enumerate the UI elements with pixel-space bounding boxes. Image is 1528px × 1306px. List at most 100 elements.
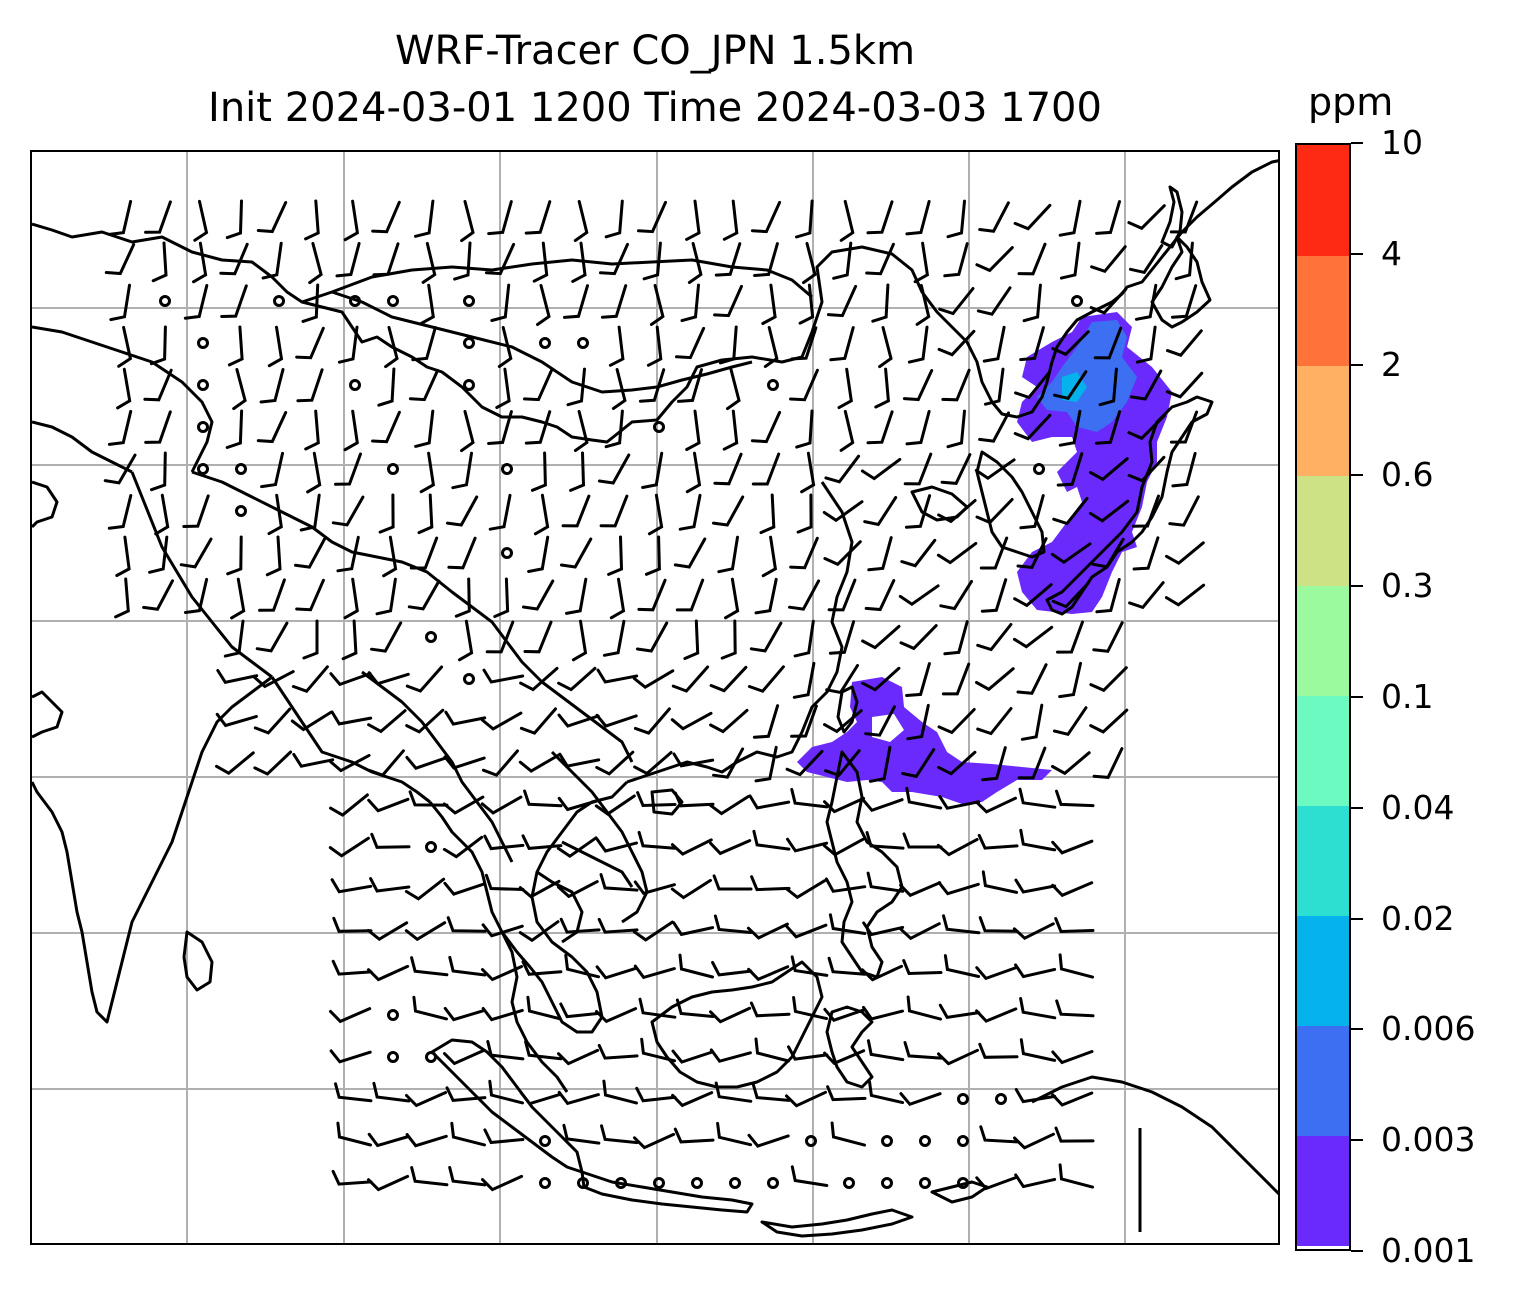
coastline-northern-land: [32, 159, 1278, 444]
wind-barb: [414, 199, 435, 238]
figure-title-line2: Init 2024-03-01 1200 Time 2024-03-03 170…: [208, 85, 1102, 131]
wind-barb: [419, 283, 435, 326]
wind-barb: [1051, 1091, 1094, 1107]
wind-barb: [220, 284, 248, 318]
wind-barb: [685, 451, 702, 494]
wind-barb: [1053, 370, 1088, 400]
wind-barb: [1022, 283, 1042, 323]
wind-barb: [367, 797, 410, 813]
wind-barb: [595, 1007, 638, 1024]
wind-barb: [443, 1006, 486, 1022]
wind-barb: [460, 410, 475, 453]
wind-barb: [785, 1090, 827, 1108]
wind-barb: [487, 200, 513, 236]
wind-barb: [943, 954, 981, 978]
wind-barb: [1058, 199, 1082, 237]
colorbar-tick: [1351, 474, 1363, 477]
border-india-pakistan: [130, 471, 273, 679]
wind-barb-calm: [995, 1093, 1007, 1105]
wind-barb: [1013, 583, 1053, 608]
wind-barb: [865, 831, 905, 850]
wind-barb: [367, 1132, 410, 1148]
wind-barb: [404, 921, 447, 942]
wind-barb: [747, 965, 790, 982]
wind-barb: [974, 458, 1016, 481]
wind-barb: [713, 452, 743, 486]
wind-barb: [983, 367, 1005, 406]
wind-barb: [649, 284, 665, 326]
wind-barb: [480, 711, 523, 731]
wind-barb: [597, 917, 639, 934]
wind-barb: [946, 409, 966, 449]
wind-barb-calm: [957, 1135, 969, 1147]
wind-barb: [571, 241, 587, 283]
wind-barb-calm: [957, 1177, 969, 1189]
wind-barb: [144, 410, 172, 444]
wind-barb: [905, 200, 931, 236]
colorbar-segment: [1297, 805, 1349, 916]
wind-barb: [117, 325, 133, 368]
map-panel: [30, 150, 1280, 1245]
wind-barb: [937, 881, 980, 896]
wind-barb: [411, 326, 437, 362]
wind-barb: [1052, 706, 1088, 737]
wind-barb: [749, 1001, 791, 1018]
wind-barb: [716, 1121, 753, 1147]
wind-barb: [1166, 329, 1203, 357]
wind-barb: [252, 670, 295, 689]
wind-barb: [748, 794, 791, 810]
wind-barb: [488, 493, 512, 531]
wind-barb: [1019, 494, 1045, 530]
wind-barb-calm: [463, 673, 475, 685]
wind-barb: [796, 493, 813, 534]
wind-barb: [790, 955, 829, 977]
wind-barb: [790, 788, 829, 809]
wind-barb: [328, 836, 370, 858]
wind-barb: [103, 453, 137, 485]
wind-barb: [861, 964, 903, 982]
wind-barb: [1165, 541, 1205, 566]
wind-barb: [151, 241, 168, 283]
wind-barb-calm: [691, 1177, 703, 1189]
wind-barb: [519, 707, 557, 735]
colorbar-tick-label: 0.006: [1381, 1009, 1476, 1049]
wind-barb: [219, 242, 249, 276]
wind-barb: [493, 577, 510, 618]
wind-barb: [633, 1132, 676, 1150]
wind-barb: [790, 704, 818, 738]
wind-barb: [404, 877, 446, 901]
wind-barb: [1127, 414, 1166, 441]
wind-barb: [761, 283, 777, 325]
wind-barb: [1051, 1050, 1094, 1065]
wind-barb: [1050, 542, 1092, 565]
wind-barb: [839, 409, 855, 452]
wind-barb: [789, 368, 819, 402]
wind-barb: [709, 708, 749, 734]
wind-barb: [371, 200, 401, 234]
coastline-india: [32, 675, 273, 1024]
wind-barb: [523, 368, 553, 402]
wind-barb: [904, 494, 932, 529]
wind-barb: [607, 535, 624, 576]
wind-barb: [941, 368, 971, 402]
wind-barb: [752, 704, 780, 739]
wind-barb: [295, 326, 325, 360]
wind-barb: [611, 368, 627, 410]
wind-barb: [790, 326, 818, 361]
wind-barb: [1017, 242, 1047, 276]
wind-barb: [109, 283, 131, 322]
coastline-korea-peninsula: [975, 450, 1046, 559]
colorbar-segment: [1297, 475, 1349, 586]
wind-barb: [337, 325, 359, 364]
wind-barb: [443, 881, 486, 896]
coastline-sri-lanka: [182, 930, 214, 992]
wind-barb: [905, 410, 931, 446]
wind-barb: [1169, 200, 1199, 234]
wind-barb: [675, 998, 715, 1018]
wind-barb: [571, 619, 588, 662]
wind-barb: [751, 1082, 791, 1102]
colorbar-tick-label: 2: [1381, 344, 1402, 384]
wind-barb: [375, 577, 397, 616]
wind-barb: [1129, 244, 1164, 275]
wind-barb: [975, 966, 1018, 981]
